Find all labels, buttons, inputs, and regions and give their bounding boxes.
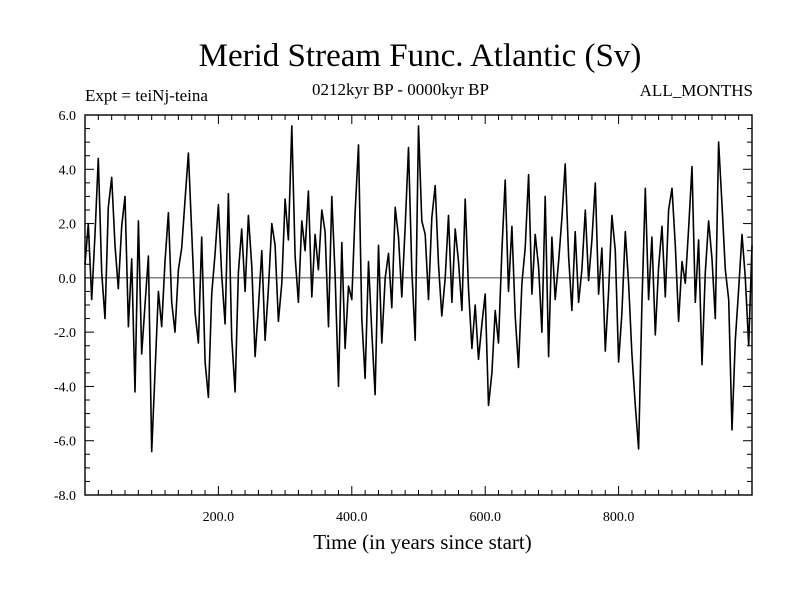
- tick-labels: 6.0 4.0 2.0 0.0 -2.0 -4.0 -6.0 -8.0 200.0 400.0 60…: [54, 109, 635, 525]
- plot-frame: [84, 114, 753, 496]
- y-tick-label: 6.0: [59, 109, 77, 124]
- y-tick-label: 0.0: [59, 272, 77, 287]
- y-tick-label: -8.0: [54, 489, 76, 504]
- y-tick-label: -6.0: [54, 435, 76, 450]
- tick-marks: [85, 114, 752, 496]
- months-label: ALL_MONTHS: [639, 81, 753, 100]
- x-axis-label: Time (in years since start): [313, 530, 532, 554]
- y-tick-label: -2.0: [54, 326, 76, 341]
- x-tick-label: 600.0: [469, 510, 501, 525]
- x-tick-label: 200.0: [203, 510, 235, 525]
- experiment-label: Expt = teiNj-teina: [85, 86, 208, 105]
- data-series-line: [84, 125, 753, 453]
- y-tick-label: -4.0: [54, 380, 76, 395]
- y-tick-label: 2.0: [59, 218, 77, 233]
- x-tick-label: 800.0: [603, 510, 635, 525]
- chart-title: Merid Stream Func. Atlantic (Sv): [198, 38, 642, 74]
- y-tick-label: 4.0: [59, 163, 77, 178]
- period-label: 0212kyr BP - 0000kyr BP: [312, 80, 489, 99]
- x-tick-label: 400.0: [336, 510, 368, 525]
